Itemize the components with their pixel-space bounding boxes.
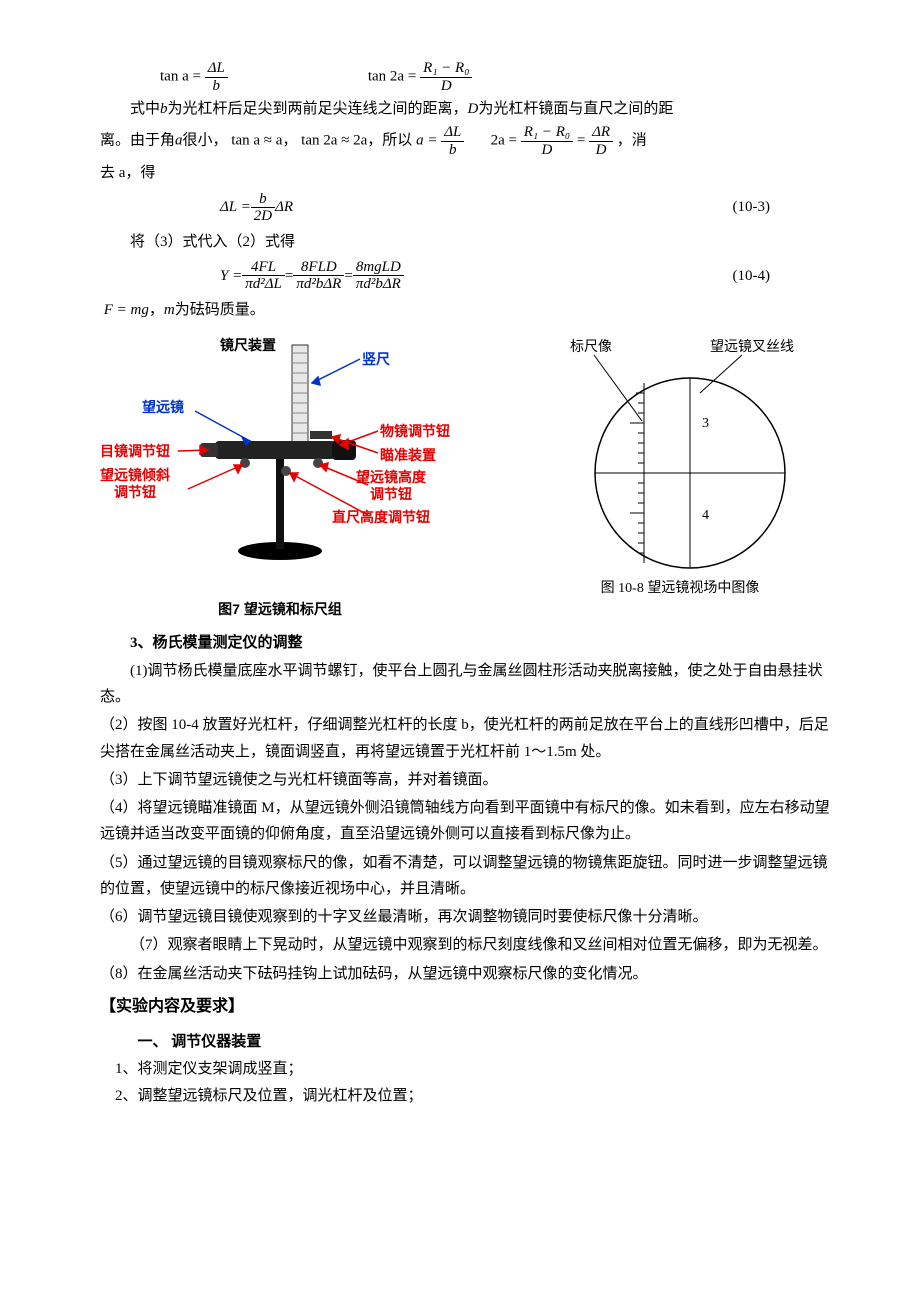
step-2: （2）按图 10-4 放置好光杠杆，仔细调整光杠杆的长度 b，使光杠杆的两前足放… — [100, 712, 830, 765]
step-8: （8）在金属丝活动夹下砝码挂钩上试加砝码，从望远镜中观察标尺像的变化情况。 — [100, 961, 830, 987]
step-1: (1)调节杨氏模量底座水平调节螺钉，使平台上圆孔与金属丝圆柱形活动夹脱离接触，使… — [100, 658, 830, 711]
equation-10-3: ΔL = b2D ΔR (10-3) — [100, 191, 830, 225]
figure-10-8-caption: 图 10-8 望远镜视场中图像 — [530, 577, 830, 602]
step-7: （7）观察者眼睛上下晃动时，从望远镜中观察到的标尺刻度线像和叉丝间相对位置无偏移… — [100, 932, 830, 958]
label-device-title: 镜尺装置 — [220, 333, 276, 358]
fig8-label-right: 望远镜叉丝线 — [710, 339, 794, 355]
telescope-field-icon: 标尺像 望远镜叉丝线 3 4 — [530, 333, 830, 573]
step-5: （5）通过望远镜的目镜观察标尺的像，如看不清楚，可以调整望远镜的物镜焦距旋钮。同… — [100, 850, 830, 903]
eq-tan-a: tan a = ΔLb — [160, 60, 228, 94]
equation-number-10-4: (10-4) — [733, 263, 831, 289]
figure-7-caption: 图7 望远镜和标尺组 — [100, 597, 460, 622]
section-sub-1: 一、 调节仪器装置 — [100, 1029, 830, 1055]
figures-row: 镜尺装置 竖尺 望远镜 物镜调节钮 目镜调节钮 瞄准装置 望远镜倾斜调节钮 望远… — [100, 333, 830, 622]
fig8-tick-4: 4 — [702, 508, 709, 523]
equation-number-10-3: (10-3) — [733, 194, 831, 220]
paragraph-distance-desc: 式中b为光杠杆后足尖到两前足尖连线之间的距离，D为光杠杆镜面与直尺之间的距 — [100, 96, 830, 122]
paragraph-eliminate-a: 去 a，得 — [100, 160, 830, 186]
paragraph-substitute: 将（3）式代入（2）式得 — [100, 229, 830, 255]
step-4: （4）将望远镜瞄准镜面 M，从望远镜外侧沿镜筒轴线方向看到平面镜中有标尺的像。如… — [100, 795, 830, 848]
section-3-title: 3、杨氏模量测定仪的调整 — [100, 630, 830, 656]
label-objective-knob: 物镜调节钮 — [380, 419, 450, 444]
label-vertical-ruler: 竖尺 — [362, 347, 390, 372]
eq-tan-2a: tan 2a = R₁ − R₀D — [368, 60, 473, 94]
label-telescope: 望远镜 — [142, 395, 184, 420]
label-aiming: 瞄准装置 — [380, 443, 436, 468]
equation-pair-1: tan a = ΔLb tan 2a = R₁ − R₀D — [100, 60, 830, 94]
figure-7-diagram: 镜尺装置 竖尺 望远镜 物镜调节钮 目镜调节钮 瞄准装置 望远镜倾斜调节钮 望远… — [100, 333, 460, 593]
equation-10-4: Y = 4FLπd²ΔL = 8FLDπd²bΔR = 8mgLDπd²bΔR … — [100, 259, 830, 293]
step-6: （6）调节望远镜目镜使观察到的十字叉丝最清晰，再次调整物镜同时要使标尺像十分清晰… — [100, 904, 830, 930]
content-item-1: 1、将测定仪支架调成竖直； — [100, 1056, 830, 1082]
figure-7: 镜尺装置 竖尺 望远镜 物镜调节钮 目镜调节钮 瞄准装置 望远镜倾斜调节钮 望远… — [100, 333, 460, 622]
paragraph-f-mg: F = mg，m为砝码质量。 — [100, 297, 830, 323]
fig8-label-left: 标尺像 — [570, 339, 612, 355]
label-height-knob: 望远镜高度调节钮 — [356, 469, 426, 503]
paragraph-approx: 离。由于角a很小， tan a ≈ a， tan 2a ≈ 2a，所以 a = … — [100, 124, 830, 158]
section-content-title: 【实验内容及要求】 — [100, 993, 830, 1021]
content-item-2: 2、调整望远镜标尺及位置，调光杠杆及位置； — [100, 1083, 830, 1109]
label-ruler-height-knob: 直尺高度调节钮 — [332, 505, 430, 530]
step-3: （3）上下调节望远镜使之与光杠杆镜面等高，并对着镜面。 — [100, 767, 830, 793]
label-eyepiece-knob: 目镜调节钮 — [100, 439, 170, 464]
figure-10-8: 标尺像 望远镜叉丝线 3 4 — [530, 333, 830, 602]
fig8-tick-3: 3 — [702, 416, 709, 431]
label-tilt-knob: 望远镜倾斜调节钮 — [100, 467, 170, 501]
